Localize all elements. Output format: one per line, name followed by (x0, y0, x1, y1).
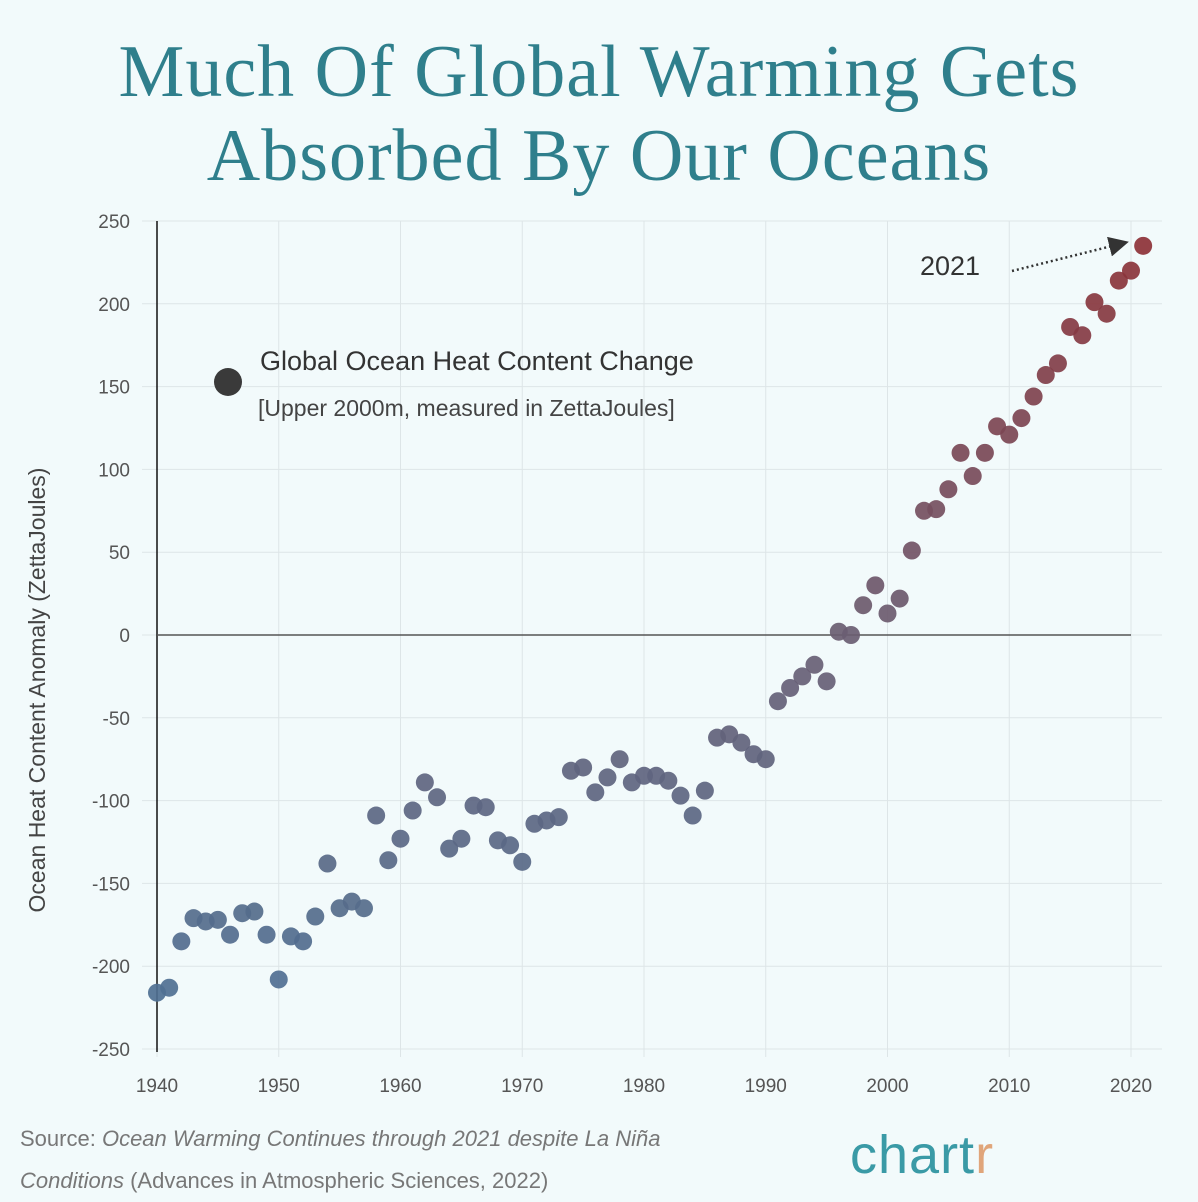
y-tick-label: 0 (119, 626, 130, 647)
data-point (975, 443, 994, 462)
data-point (1122, 261, 1140, 280)
data-point (1097, 304, 1116, 323)
data-point (890, 589, 909, 608)
y-tick-label: -50 (103, 709, 130, 730)
data-point (1036, 366, 1055, 385)
data-point (1109, 271, 1128, 290)
data-point (586, 783, 605, 802)
source-title: Ocean Warming Continues through 2021 des… (20, 1126, 661, 1193)
data-point (866, 576, 885, 595)
data-point (963, 467, 982, 486)
y-tick-label: 100 (98, 460, 130, 481)
data-point (768, 692, 787, 711)
data-point (306, 907, 325, 926)
data-point (610, 750, 629, 769)
data-point (1024, 387, 1043, 406)
chartr-logo: chartr (850, 1125, 995, 1185)
data-point (793, 667, 812, 686)
data-point (172, 932, 191, 951)
y-tick-label: 250 (98, 212, 130, 233)
data-point (1012, 409, 1031, 428)
data-point (854, 596, 873, 615)
x-tick-label: 2010 (988, 1076, 1030, 1097)
x-tick-label: 1950 (258, 1076, 300, 1097)
data-point (208, 910, 227, 929)
chart-title: Much Of Global Warming Gets Absorbed By … (0, 30, 1198, 198)
data-point (501, 836, 520, 855)
legend-marker (214, 368, 242, 396)
y-tick-label: 150 (98, 378, 130, 399)
data-point (817, 672, 836, 691)
data-point (781, 678, 800, 697)
data-point (695, 781, 714, 800)
data-point (513, 852, 532, 871)
x-tick-label: 1970 (501, 1076, 543, 1097)
data-point (951, 443, 970, 462)
annotation-2021: 2021 (920, 251, 980, 281)
data-point (1134, 236, 1153, 255)
x-tick-label: 1990 (745, 1076, 787, 1097)
data-point (927, 500, 946, 519)
y-tick-label: -150 (92, 874, 130, 895)
data-point (160, 978, 179, 997)
y-tick-label: -100 (92, 792, 130, 813)
data-point (756, 750, 775, 769)
data-point (1048, 354, 1067, 373)
data-point (428, 788, 447, 807)
y-tick-label: 200 (98, 295, 130, 316)
data-point (403, 801, 422, 820)
data-point (659, 771, 678, 790)
data-point (221, 925, 240, 944)
data-point (440, 839, 459, 858)
x-tick-label: 2020 (1110, 1076, 1152, 1097)
data-point (902, 541, 921, 560)
data-point (245, 902, 264, 921)
data-point (574, 758, 593, 777)
legend-title: Global Ocean Heat Content Change (260, 346, 694, 376)
data-point (841, 626, 860, 644)
annotation-arrow (1011, 236, 1129, 273)
data-point (1000, 425, 1019, 444)
data-point (683, 806, 702, 825)
x-tick-label: 1960 (379, 1076, 421, 1097)
y-tick-label: -200 (92, 957, 130, 978)
legend-subtitle: [Upper 2000m, measured in ZettaJoules] (258, 395, 675, 421)
x-tick-label: 1980 (623, 1076, 665, 1097)
data-point (805, 655, 824, 674)
data-point (354, 899, 373, 918)
data-point (598, 768, 617, 787)
data-point (367, 806, 386, 825)
title-line-1: Much Of Global Warming Gets (118, 31, 1080, 113)
x-tick-label: 2000 (866, 1076, 908, 1097)
data-point (939, 480, 958, 499)
y-tick-label: 50 (109, 543, 130, 564)
data-point (269, 970, 288, 989)
source-note: Source: Ocean Warming Continues through … (20, 1118, 740, 1202)
data-point (294, 932, 313, 951)
data-point (1085, 293, 1104, 312)
source-label: Source: (20, 1126, 96, 1151)
data-point (452, 829, 471, 848)
data-point (549, 808, 568, 827)
data-point (878, 604, 897, 623)
title-line-2: Absorbed By Our Oceans (206, 115, 992, 197)
data-point (732, 733, 751, 752)
source-publication: (Advances in Atmospheric Sciences, 2022) (130, 1168, 549, 1193)
data-point (415, 773, 434, 792)
data-point (476, 798, 495, 817)
data-point (1073, 326, 1092, 345)
data-point (671, 786, 690, 805)
data-point (379, 851, 398, 870)
y-axis-label: Ocean Heat Content Anomaly (ZettaJoules) (24, 468, 50, 913)
data-point (318, 854, 337, 873)
y-tick-label: -250 (92, 1040, 130, 1061)
data-point (391, 829, 410, 848)
data-point (257, 925, 276, 944)
x-tick-label: 1940 (136, 1076, 178, 1097)
